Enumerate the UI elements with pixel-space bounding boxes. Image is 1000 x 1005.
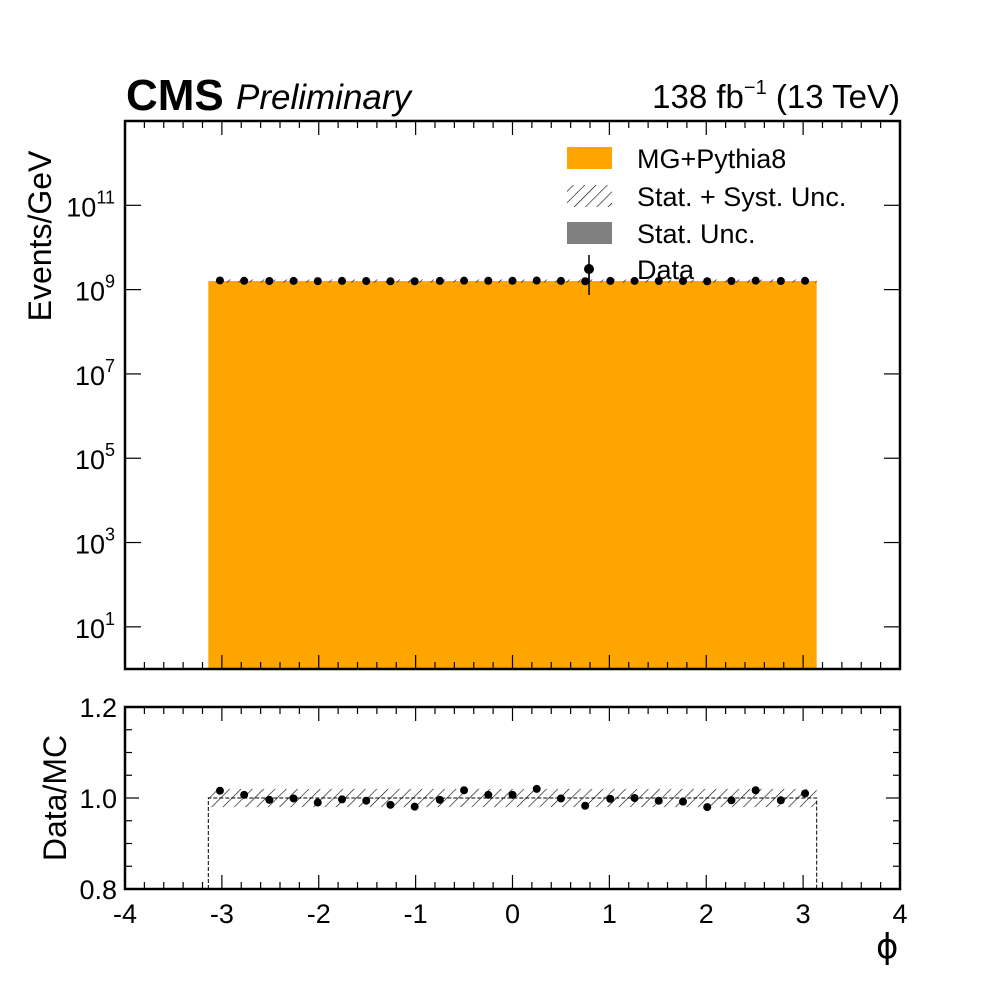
ratio-point xyxy=(751,786,760,795)
ratio-y-tick-label: 0.8 xyxy=(79,875,117,905)
data-point xyxy=(410,277,419,286)
x-tick-label: -3 xyxy=(210,899,234,929)
ratio-point xyxy=(581,801,590,810)
ratio-point xyxy=(435,795,444,804)
ratio-point xyxy=(289,794,298,803)
ratio-point xyxy=(265,795,274,804)
data-point xyxy=(265,277,274,286)
ratio-point xyxy=(703,803,712,812)
data-point xyxy=(703,277,712,286)
mc-histogram-bar xyxy=(208,281,817,669)
ratio-point xyxy=(654,796,663,805)
ratio-point xyxy=(362,796,371,805)
energy-label: (13 TeV) xyxy=(775,78,900,115)
x-axis-label: ϕ xyxy=(876,927,899,967)
ratio-point xyxy=(630,794,639,802)
data-point xyxy=(630,276,639,285)
data-point xyxy=(801,276,810,285)
legend: MG+Pythia8 Stat. + Syst. Unc. Stat. Unc. Da… xyxy=(567,144,846,285)
data-point xyxy=(532,276,541,285)
ratio-point xyxy=(508,790,517,799)
ratio-point xyxy=(313,798,322,807)
data-point xyxy=(776,277,785,286)
data-point xyxy=(751,276,760,285)
legend-label: Stat. Unc. xyxy=(637,219,756,249)
main-y-tick-label: 107 xyxy=(75,356,115,391)
ratio-reference-line xyxy=(207,797,818,889)
data-point xyxy=(654,277,663,286)
data-point xyxy=(362,277,371,286)
legend-label: Stat. + Syst. Unc. xyxy=(637,182,846,212)
ratio-point xyxy=(338,795,346,804)
luminosity-value: 138 fb xyxy=(652,78,744,115)
luminosity-exponent: −1 xyxy=(743,77,767,99)
ratio-point xyxy=(801,789,810,798)
data-point xyxy=(581,277,590,286)
ratio-point xyxy=(484,790,493,799)
x-tick-label: 4 xyxy=(892,899,907,929)
data-point xyxy=(435,276,444,285)
ratio-y-tick-label: 1.0 xyxy=(79,784,117,814)
status-label: Preliminary xyxy=(236,78,412,117)
main-y-tick-label: 103 xyxy=(75,525,115,560)
data-point xyxy=(679,277,687,286)
data-point xyxy=(240,276,249,285)
legend-swatch-mc xyxy=(567,147,612,169)
luminosity-label: 138 fb−1 (13 TeV) xyxy=(652,78,900,113)
data-point xyxy=(289,276,298,285)
x-tick-label: 3 xyxy=(796,899,811,929)
main-y-tick-label: 109 xyxy=(75,272,115,307)
main-y-tick-label: 1011 xyxy=(66,187,115,222)
data-point xyxy=(606,276,615,285)
x-tick-label: -2 xyxy=(307,899,331,929)
ratio-point xyxy=(240,790,249,799)
data-point xyxy=(727,277,736,286)
ratio-point xyxy=(606,794,615,803)
legend-swatch-syst xyxy=(567,185,612,207)
main-y-axis-label: Events/GeV xyxy=(22,150,58,322)
data-point xyxy=(215,276,224,285)
experiment-label: CMS xyxy=(126,71,224,120)
main-y-tick-label: 101 xyxy=(75,609,115,644)
x-tick-label: -4 xyxy=(113,899,137,929)
data-point xyxy=(484,276,493,285)
x-tick-label: -1 xyxy=(404,899,428,929)
ratio-point xyxy=(776,796,785,805)
data-point xyxy=(460,276,469,285)
legend-swatch-stat xyxy=(567,222,612,244)
ratio-point xyxy=(532,784,541,793)
data-point xyxy=(556,276,565,285)
ratio-point xyxy=(460,786,469,795)
data-point xyxy=(313,277,322,286)
ratio-point xyxy=(410,802,419,811)
main-y-tick-label: 105 xyxy=(75,440,115,475)
data-point xyxy=(386,277,395,286)
ratio-point xyxy=(386,800,395,809)
ratio-point xyxy=(215,786,224,795)
ratio-point xyxy=(556,794,565,803)
ratio-y-axis-label: Data/MC xyxy=(37,735,73,861)
data-point xyxy=(338,276,346,285)
x-tick-label: 0 xyxy=(505,899,520,929)
x-tick-label: 2 xyxy=(699,899,714,929)
data-point xyxy=(508,276,517,285)
legend-label: MG+Pythia8 xyxy=(637,144,786,174)
ratio-y-tick-label: 1.2 xyxy=(79,693,117,723)
legend-label: Data xyxy=(637,255,695,285)
ratio-point xyxy=(679,797,687,806)
main-panel: 101 103 105 107 109 1011 xyxy=(66,119,902,671)
x-tick-label: 1 xyxy=(602,899,617,929)
ratio-point xyxy=(727,796,736,805)
